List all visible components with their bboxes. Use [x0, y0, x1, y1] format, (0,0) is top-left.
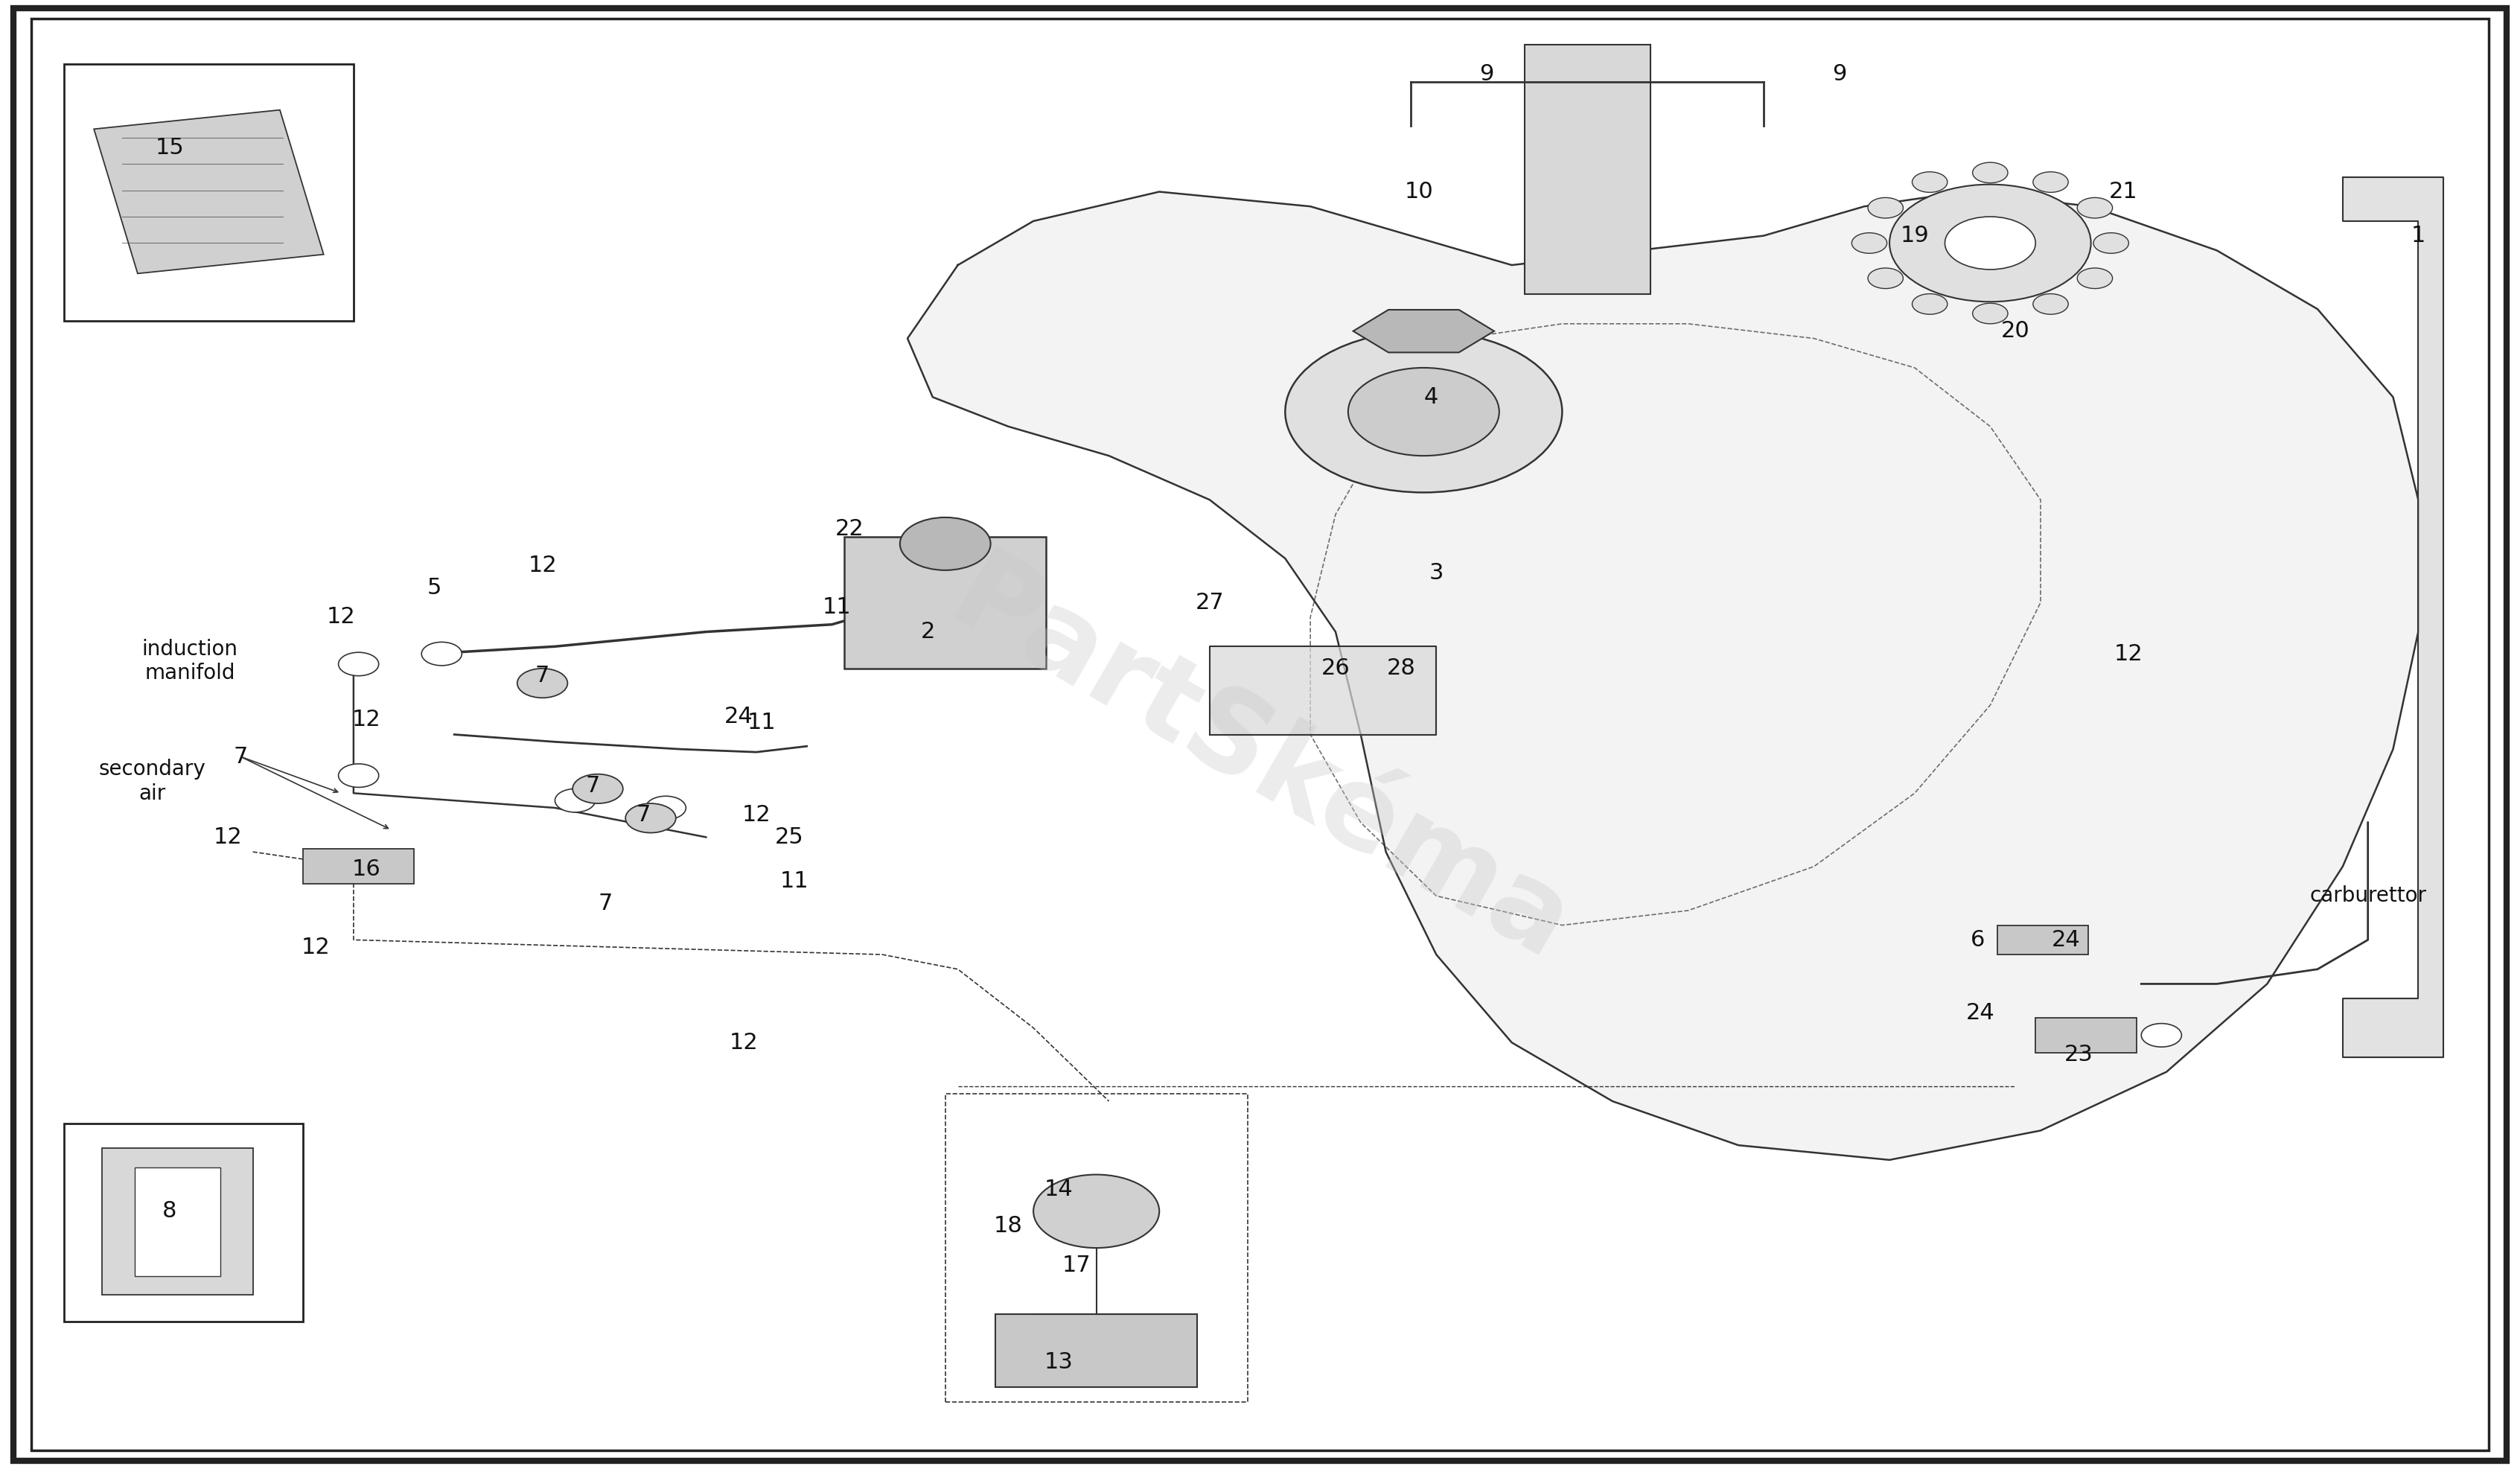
- Text: 4: 4: [1424, 386, 1439, 408]
- Text: 2: 2: [920, 621, 935, 642]
- Text: 11: 11: [746, 712, 776, 733]
- Circle shape: [421, 642, 461, 665]
- Text: 18: 18: [993, 1215, 1023, 1237]
- Polygon shape: [1210, 646, 1436, 734]
- Text: 5: 5: [426, 577, 441, 598]
- Text: 17: 17: [1061, 1255, 1091, 1277]
- Text: 15: 15: [156, 137, 184, 159]
- Text: 12: 12: [214, 827, 242, 848]
- Text: 13: 13: [1043, 1351, 1074, 1374]
- Text: 10: 10: [1404, 181, 1434, 203]
- Circle shape: [572, 774, 622, 804]
- Text: 7: 7: [585, 776, 600, 796]
- Text: 6: 6: [1971, 928, 1986, 950]
- Text: 12: 12: [302, 936, 330, 958]
- Bar: [101, 1149, 252, 1294]
- Text: 7: 7: [534, 665, 549, 686]
- Text: 26: 26: [1320, 658, 1351, 679]
- Circle shape: [1852, 232, 1887, 253]
- Circle shape: [900, 517, 990, 570]
- Polygon shape: [2344, 178, 2444, 1058]
- Circle shape: [645, 796, 685, 820]
- Text: 12: 12: [529, 555, 557, 577]
- Circle shape: [2034, 294, 2069, 314]
- Circle shape: [1867, 267, 1903, 288]
- Bar: [844, 536, 1046, 668]
- Circle shape: [1973, 163, 2008, 184]
- Text: 28: 28: [1386, 658, 1416, 679]
- Text: 12: 12: [328, 607, 355, 627]
- Circle shape: [1348, 367, 1499, 455]
- Circle shape: [2094, 232, 2129, 253]
- Text: 7: 7: [635, 805, 650, 826]
- Bar: [134, 1168, 219, 1275]
- Bar: [945, 1094, 1247, 1401]
- Circle shape: [625, 804, 675, 833]
- Text: 14: 14: [1043, 1178, 1074, 1200]
- Circle shape: [2076, 198, 2112, 217]
- Text: 9: 9: [1832, 63, 1847, 85]
- FancyBboxPatch shape: [63, 1124, 302, 1321]
- Circle shape: [338, 652, 378, 676]
- Text: 12: 12: [728, 1031, 759, 1053]
- Polygon shape: [1353, 310, 1494, 353]
- Text: 1: 1: [2412, 225, 2424, 247]
- Circle shape: [1913, 294, 1948, 314]
- Text: carburettor: carburettor: [2308, 886, 2427, 906]
- Bar: [302, 849, 413, 884]
- Circle shape: [2034, 172, 2069, 192]
- Circle shape: [338, 764, 378, 787]
- Text: 3: 3: [1429, 563, 1444, 585]
- Text: 12: 12: [353, 710, 381, 730]
- Text: 11: 11: [779, 871, 809, 892]
- Text: 7: 7: [597, 892, 612, 914]
- Circle shape: [1973, 303, 2008, 323]
- Text: 12: 12: [741, 805, 771, 826]
- Text: induction
manifold: induction manifold: [141, 639, 237, 683]
- Text: 8: 8: [161, 1200, 176, 1222]
- Text: secondary
air: secondary air: [98, 759, 207, 804]
- Text: 7: 7: [232, 746, 247, 767]
- Text: 24: 24: [1966, 1002, 1993, 1024]
- Circle shape: [1945, 216, 2036, 269]
- Bar: [1998, 925, 2089, 955]
- FancyBboxPatch shape: [63, 65, 353, 320]
- Circle shape: [2076, 267, 2112, 288]
- Text: 20: 20: [2001, 320, 2029, 342]
- Text: 22: 22: [834, 519, 864, 541]
- Circle shape: [554, 789, 595, 812]
- Bar: [93, 110, 323, 273]
- Bar: [995, 1313, 1197, 1387]
- Circle shape: [517, 668, 567, 698]
- Text: PartSkéma: PartSkéma: [932, 542, 1588, 986]
- Text: 19: 19: [1900, 225, 1930, 247]
- Circle shape: [1867, 198, 1903, 217]
- Text: 12: 12: [2114, 643, 2142, 664]
- Text: 24: 24: [2051, 928, 2079, 950]
- Text: 24: 24: [723, 707, 753, 727]
- Text: 23: 23: [2064, 1043, 2092, 1065]
- Text: 27: 27: [1194, 592, 1225, 613]
- Text: 21: 21: [2109, 181, 2137, 203]
- Polygon shape: [907, 192, 2419, 1161]
- Circle shape: [1285, 331, 1562, 492]
- Text: 9: 9: [1479, 63, 1494, 85]
- Circle shape: [1033, 1175, 1159, 1249]
- Text: 25: 25: [774, 827, 804, 848]
- Text: 16: 16: [353, 859, 381, 880]
- Text: 11: 11: [822, 596, 852, 617]
- Circle shape: [1890, 185, 2092, 301]
- Bar: [2036, 1018, 2137, 1053]
- Circle shape: [1913, 172, 1948, 192]
- Bar: [1525, 46, 1651, 294]
- Circle shape: [2142, 1024, 2182, 1047]
